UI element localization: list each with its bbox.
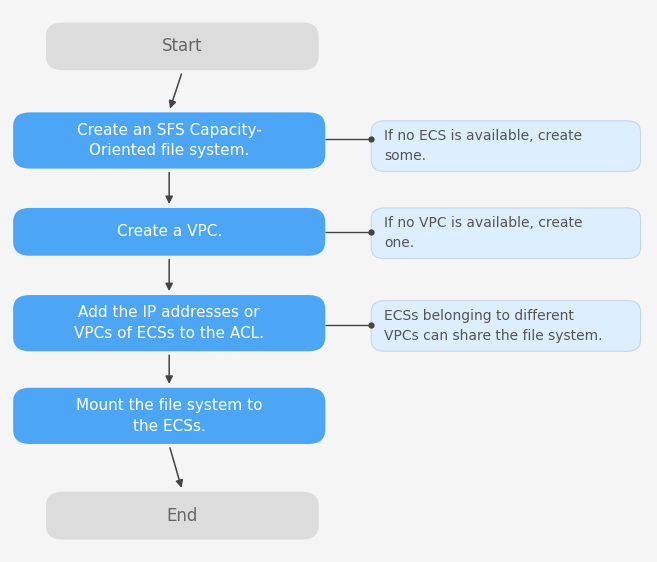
Text: Create an SFS Capacity-
Oriented file system.: Create an SFS Capacity- Oriented file sy… [77, 123, 261, 158]
FancyBboxPatch shape [371, 121, 641, 171]
Text: Mount the file system to
the ECSs.: Mount the file system to the ECSs. [76, 398, 262, 434]
Text: ECSs belonging to different
VPCs can share the file system.: ECSs belonging to different VPCs can sha… [384, 309, 603, 343]
Text: Create a VPC.: Create a VPC. [116, 224, 222, 239]
FancyBboxPatch shape [46, 22, 319, 70]
Text: If no VPC is available, create
one.: If no VPC is available, create one. [384, 216, 583, 250]
Text: If no ECS is available, create
some.: If no ECS is available, create some. [384, 129, 583, 163]
Text: Add the IP addresses or
VPCs of ECSs to the ACL.: Add the IP addresses or VPCs of ECSs to … [74, 305, 264, 341]
FancyBboxPatch shape [13, 208, 325, 256]
FancyBboxPatch shape [46, 492, 319, 540]
FancyBboxPatch shape [371, 301, 641, 351]
FancyBboxPatch shape [13, 112, 325, 169]
FancyBboxPatch shape [371, 208, 641, 259]
FancyBboxPatch shape [13, 388, 325, 444]
Text: Start: Start [162, 37, 202, 56]
FancyBboxPatch shape [13, 295, 325, 351]
Text: End: End [167, 506, 198, 525]
